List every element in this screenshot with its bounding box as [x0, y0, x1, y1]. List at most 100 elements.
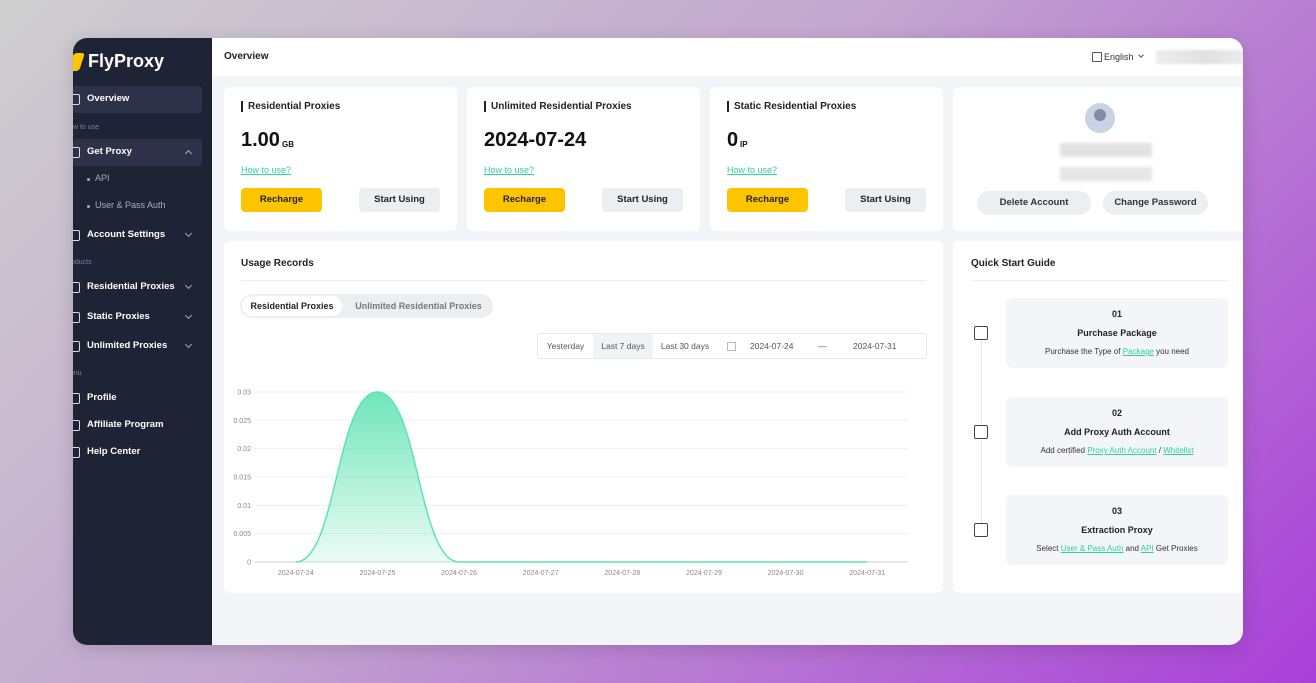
nav-caret	[184, 229, 193, 238]
nav-icon	[73, 230, 80, 241]
recharge-button[interactable]: Recharge	[484, 188, 565, 212]
card-unit: GB	[282, 140, 294, 149]
product-card: Unlimited Residential Proxies 2024-07-24 H…	[467, 87, 700, 231]
nav-item[interactable]: Static Proxies	[87, 311, 150, 322]
filter-option[interactable]: Last 30 days	[660, 341, 710, 351]
usage-card: Usage Records Residential Proxies Unlimite…	[224, 241, 943, 593]
step-text: and	[1123, 544, 1141, 553]
step-text: Get Proxies	[1153, 544, 1198, 553]
divider	[971, 280, 1229, 281]
step-text: Purchase the Type of	[1045, 347, 1123, 356]
usage-tab[interactable]: Residential Proxies	[242, 296, 342, 316]
divider	[241, 280, 926, 281]
app-window: FlyProxy Overview How to use Get Proxy API Us…	[73, 38, 1243, 645]
title-bar	[727, 101, 729, 112]
guide-title: Quick Start Guide	[971, 258, 1056, 269]
nav-sub-item[interactable]: User & Pass Auth	[95, 200, 166, 210]
x-tick-label: 2024-07-29	[686, 570, 722, 577]
step-link[interactable]: API	[1140, 544, 1154, 553]
guide-card: Quick Start Guide 01 Purchase Package Purch…	[953, 241, 1243, 593]
nav-icon	[73, 420, 80, 431]
nav-icon	[73, 94, 80, 105]
nav-icon	[73, 393, 80, 404]
step-icon	[974, 425, 988, 439]
x-tick-label: 2024-07-24	[278, 570, 314, 577]
step-box: 01 Purchase Package Purchase the Type of P…	[1006, 298, 1228, 368]
logo-mark	[73, 53, 85, 71]
start-using-button[interactable]: Start Using	[359, 188, 440, 212]
card-value: 0	[727, 129, 739, 151]
step-number: 02	[1111, 408, 1122, 418]
change-password-button[interactable]: Change Password	[1103, 191, 1208, 215]
how-to-use-link[interactable]: How to use?	[241, 165, 292, 175]
recharge-button[interactable]: Recharge	[241, 188, 322, 212]
start-using-button[interactable]: Start Using	[602, 188, 683, 212]
nav-item[interactable]: Residential Proxies	[87, 281, 175, 292]
step-text: you need	[1153, 347, 1189, 356]
page-title: Overview	[224, 51, 269, 62]
usage-tab[interactable]: Unlimited Residential Proxies	[355, 301, 482, 311]
profile-card: Delete Account Change Password	[953, 87, 1243, 231]
how-to-use-link[interactable]: How to use?	[727, 165, 778, 175]
x-tick-label: 2024-07-31	[849, 570, 885, 577]
how-to-use-link[interactable]: How to use?	[484, 165, 535, 175]
email-blurred	[1060, 167, 1152, 181]
step-text: Select	[1036, 544, 1061, 553]
recharge-button[interactable]: Recharge	[727, 188, 808, 212]
nav-item[interactable]: Unlimited Proxies	[87, 340, 168, 351]
nav-item[interactable]: Get Proxy	[87, 146, 132, 157]
step-description: Add certified Proxy Auth Account / White…	[1006, 446, 1228, 455]
nav-bullet	[87, 205, 90, 208]
nav-caret	[184, 281, 193, 290]
step-description: Purchase the Type of Package you need	[1006, 347, 1228, 356]
nav-item[interactable]: Overview	[87, 93, 130, 104]
nav-section: Products	[73, 259, 92, 266]
language-select[interactable]: English	[1104, 52, 1134, 62]
step-number: 03	[1111, 506, 1122, 516]
product-card: Static Residential Proxies 0 IP How to use?…	[710, 87, 943, 231]
y-tick-label: 0.03	[237, 390, 251, 397]
nav-item[interactable]: Profile	[87, 392, 117, 403]
step-link[interactable]: User & Pass Auth	[1060, 544, 1124, 553]
nav-item[interactable]: Affiliate Program	[87, 419, 164, 430]
filter-option[interactable]: Last 7 days	[593, 334, 653, 358]
step-number: 01	[1111, 309, 1122, 319]
user-info-blurred	[1156, 50, 1243, 64]
language-icon	[1092, 52, 1102, 62]
logo-text: FlyProxy	[88, 51, 165, 71]
y-tick-label: 0.01	[237, 503, 251, 510]
header: Overview English	[212, 38, 1243, 76]
step-link[interactable]: Proxy Auth Account	[1087, 446, 1157, 455]
filter-option[interactable]: Yesterday	[546, 341, 585, 351]
step-title: Add Proxy Auth Account	[1064, 427, 1170, 437]
area-line	[295, 391, 868, 563]
step-link[interactable]: Package	[1122, 347, 1154, 356]
start-using-button[interactable]: Start Using	[845, 188, 926, 212]
nav-item[interactable]: Help Center	[87, 446, 141, 457]
card-unit: IP	[740, 140, 748, 149]
sidebar: FlyProxy Overview How to use Get Proxy API Us…	[73, 38, 212, 645]
end-date[interactable]: 2024-07-31	[853, 341, 897, 351]
delete-account-button[interactable]: Delete Account	[977, 191, 1091, 215]
name-blurred	[1060, 143, 1152, 157]
nav-icon	[73, 447, 80, 458]
card-title: Residential Proxies	[248, 101, 341, 112]
start-date[interactable]: 2024-07-24	[750, 341, 794, 351]
x-tick-label: 2024-07-28	[604, 570, 640, 577]
x-tick-label: 2024-07-27	[523, 570, 559, 577]
step-description: Select User & Pass Auth and API Get Prox…	[1006, 544, 1228, 553]
nav-sub-item[interactable]: API	[95, 173, 110, 183]
y-tick-label: 0.02	[237, 446, 251, 453]
y-tick-label: 0.005	[233, 531, 251, 538]
calendar-icon	[727, 342, 736, 351]
nav-item[interactable]: Account Settings	[87, 229, 166, 240]
avatar-head	[1094, 109, 1106, 121]
step-box: 02 Add Proxy Auth Account Add certified Pr…	[1006, 397, 1228, 467]
product-card: Residential Proxies 1.00 GB How to use? Rech…	[224, 87, 457, 231]
title-bar	[484, 101, 486, 112]
area-fill	[295, 392, 868, 562]
nav-bullet	[87, 178, 90, 181]
step-link[interactable]: Whitelist	[1163, 446, 1194, 455]
usage-title: Usage Records	[241, 258, 314, 269]
